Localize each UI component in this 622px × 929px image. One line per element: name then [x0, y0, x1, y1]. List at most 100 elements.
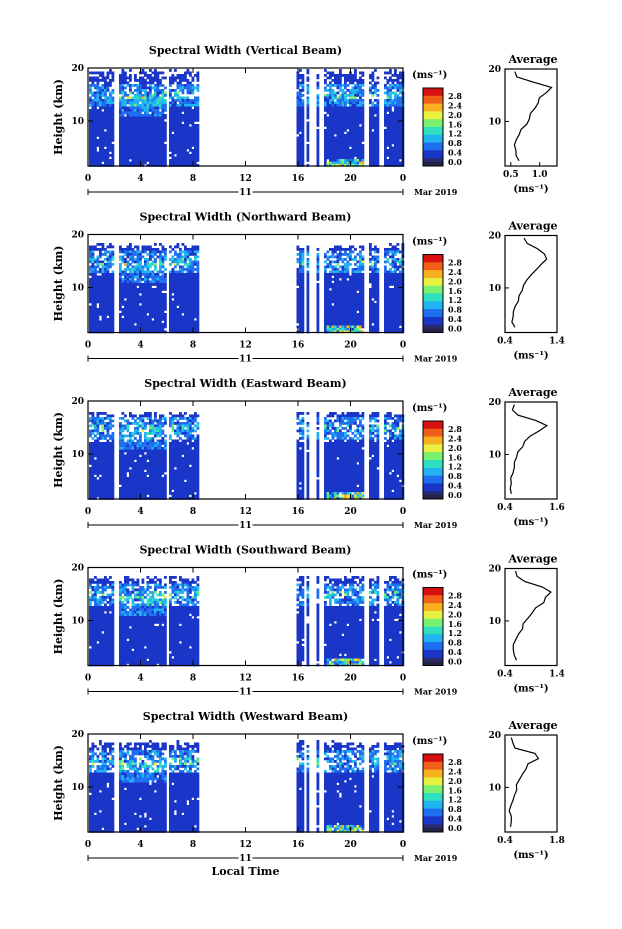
colorbar-swatch	[423, 112, 443, 115]
y-axis-label: Height (km)	[52, 246, 65, 322]
colorbar-swatch	[423, 776, 443, 778]
colorbar-swatch	[423, 484, 443, 487]
colorbar-swatch	[423, 95, 443, 98]
x-tick-label: 4	[137, 174, 143, 184]
heatmap-cells	[89, 412, 405, 500]
colorbar-swatch	[423, 307, 443, 310]
colorbar-swatch	[423, 761, 443, 764]
colorbar-label: 2.0	[448, 609, 462, 619]
y-tick-label: 20	[71, 397, 84, 407]
colorbar-swatch	[423, 813, 443, 816]
colorbar-swatch	[423, 609, 443, 612]
colorbar-swatch	[423, 482, 443, 484]
colorbar-label: 1.6	[448, 286, 462, 296]
colorbar-swatch	[423, 604, 443, 607]
colorbar-swatch	[423, 423, 443, 426]
colorbar-swatch	[423, 638, 443, 640]
colorbar-swatch	[423, 293, 443, 296]
colorbar-swatch	[423, 137, 443, 140]
colorbar-swatch	[423, 298, 443, 301]
colorbar-swatch	[423, 764, 443, 767]
colorbar-swatch	[423, 467, 443, 470]
colorbar-swatch	[423, 441, 443, 444]
colorbar-label: 2.0	[448, 776, 462, 786]
colorbar-swatch	[423, 254, 443, 257]
colorbar-swatch	[423, 608, 443, 610]
colorbar-swatch	[423, 594, 443, 596]
colorbar-label: 0.4	[448, 314, 462, 324]
colorbar-swatch	[423, 826, 443, 829]
date-month-label: Mar 2019	[414, 687, 458, 697]
colorbar-swatch	[423, 145, 443, 147]
colorbar-swatch	[423, 778, 443, 781]
colorbar-label: 1.6	[448, 119, 462, 129]
date-day-label: 11	[239, 688, 252, 698]
colorbar-swatch	[423, 454, 443, 457]
colorbar-label: 0.8	[448, 471, 462, 481]
date-day-label: 11	[239, 854, 252, 864]
colorbar-swatch	[423, 91, 443, 94]
colorbar-swatch	[423, 480, 443, 483]
colorbar-swatch	[423, 107, 443, 110]
average-x-tick-label: 0.4	[497, 503, 513, 513]
colorbar-swatch	[423, 457, 443, 460]
x-tick-label: 16	[292, 840, 305, 850]
colorbar-swatch	[423, 635, 443, 638]
colorbar-swatch	[423, 434, 443, 436]
colorbar-label: 1.6	[448, 619, 462, 629]
colorbar-label: 2.8	[448, 591, 462, 601]
colorbar-swatch	[423, 590, 443, 592]
colorbar-label: 0.0	[448, 490, 462, 500]
colorbar-swatch	[423, 757, 443, 760]
average-profile-line	[509, 404, 549, 494]
colorbar-swatch	[423, 147, 443, 150]
colorbar-label: 0.0	[448, 324, 462, 334]
colorbar-swatch	[423, 263, 443, 266]
colorbar-swatch	[423, 756, 443, 759]
colorbar-swatch	[423, 116, 443, 119]
colorbar-swatch	[423, 284, 443, 287]
y-tick-label: 20	[71, 564, 84, 574]
colorbar-swatch	[423, 781, 443, 783]
x-tick-label: 4	[137, 507, 143, 517]
colorbar-swatch	[423, 447, 443, 449]
colorbar-swatch	[423, 271, 443, 274]
colorbar-label: 2.0	[448, 276, 462, 286]
colorbar-swatch	[423, 793, 443, 795]
average-x-tick-label: 1.8	[549, 836, 565, 846]
colorbar-swatch	[423, 605, 443, 608]
colorbar-swatch	[423, 774, 443, 777]
colorbar-swatch	[423, 804, 443, 807]
colorbar-swatch	[423, 426, 443, 428]
colorbar-swatch	[423, 119, 443, 121]
colorbar-label: 2.8	[448, 91, 462, 101]
colorbar-label: 2.4	[448, 433, 462, 443]
colorbar-swatch	[423, 657, 443, 660]
panel-title: Spectral Width (Northward Beam)	[140, 211, 352, 224]
colorbar-swatch	[423, 811, 443, 813]
colorbar-swatch	[423, 138, 443, 141]
colorbar-swatch	[423, 444, 443, 447]
colorbar-swatch	[423, 327, 443, 329]
colorbar-swatch	[423, 607, 443, 609]
colorbar-swatch	[423, 489, 443, 492]
x-tick-label: 12	[239, 341, 252, 351]
y-axis-label: Height (km)	[52, 745, 65, 821]
average-profile-line	[512, 570, 552, 661]
colorbar-label: 0.8	[448, 804, 462, 814]
colorbar-swatch	[423, 621, 443, 623]
y-tick-label: 20	[71, 231, 84, 241]
average-y-tick-label: 20	[488, 731, 501, 741]
colorbar-swatch	[423, 287, 443, 289]
colorbar-swatch	[423, 809, 443, 812]
colorbar-swatch	[423, 802, 443, 804]
colorbar-swatch	[423, 483, 443, 486]
colorbar-swatch	[423, 443, 443, 445]
colorbar-swatch	[423, 151, 443, 154]
colorbar-label: 0.4	[448, 148, 462, 158]
colorbar-swatch	[423, 450, 443, 453]
colorbar-swatch	[423, 474, 443, 476]
colorbar-swatch	[423, 789, 443, 791]
colorbar-swatch	[423, 445, 443, 448]
x-tick-label: 16	[292, 174, 305, 184]
